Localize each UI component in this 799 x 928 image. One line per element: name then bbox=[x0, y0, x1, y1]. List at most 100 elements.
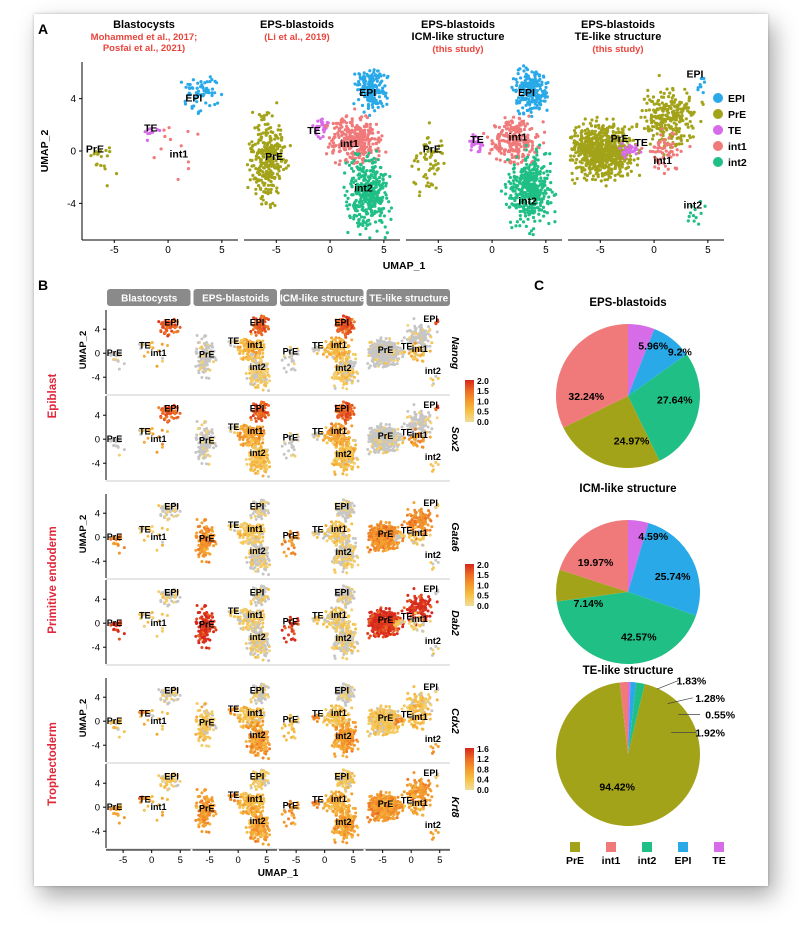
cell-point-PrE bbox=[591, 136, 596, 140]
cell-point-int2 bbox=[514, 224, 518, 228]
cell-point-int1 bbox=[494, 157, 499, 161]
cluster-label: int2 bbox=[683, 200, 702, 212]
cell-point-int2 bbox=[515, 175, 519, 179]
cell-point-PrE bbox=[668, 91, 672, 95]
cluster-label: PrE bbox=[611, 133, 629, 145]
cell-point-PrE bbox=[258, 150, 262, 154]
cell-point-int2 bbox=[536, 196, 540, 201]
cell-point-PrE bbox=[666, 95, 671, 99]
cell-point-PrE bbox=[577, 154, 581, 158]
cell-point-int1 bbox=[516, 151, 520, 155]
cell-point-int2 bbox=[554, 192, 558, 196]
cell-point-int1 bbox=[359, 118, 363, 122]
expression-point bbox=[249, 382, 253, 386]
cell-point-int1 bbox=[509, 119, 513, 123]
expression-point bbox=[241, 357, 245, 361]
cell-point-PrE bbox=[648, 98, 652, 102]
cell-point-EPI bbox=[529, 82, 533, 86]
cell-point-int2 bbox=[343, 171, 347, 175]
cell-point-int2 bbox=[346, 207, 350, 211]
cell-point-EPI bbox=[375, 79, 379, 83]
cell-point-int2 bbox=[512, 163, 516, 167]
cell-point-PrE bbox=[627, 158, 632, 162]
cell-point-int2 bbox=[518, 180, 522, 184]
cell-point-PrE bbox=[579, 142, 583, 146]
cell-point-int1 bbox=[363, 150, 368, 155]
expression-point bbox=[396, 359, 400, 363]
cell-point-EPI bbox=[538, 87, 543, 91]
expression-point bbox=[178, 325, 182, 329]
cell-point-EPI bbox=[353, 72, 357, 76]
expression-point bbox=[345, 382, 349, 386]
cell-point-EPI bbox=[210, 78, 214, 82]
cell-point-EPI bbox=[524, 66, 528, 70]
cell-point-PrE bbox=[660, 119, 665, 123]
cell-point-int1 bbox=[373, 137, 377, 141]
cell-point-PrE bbox=[677, 127, 682, 131]
expression-point bbox=[381, 358, 385, 362]
cell-point-EPI bbox=[376, 105, 380, 109]
cell-point-PrE bbox=[251, 173, 255, 177]
cluster-label: int2 bbox=[518, 196, 537, 208]
cell-point-PrE bbox=[607, 163, 611, 167]
cell-point-int1 bbox=[368, 122, 372, 126]
cell-point-PrE bbox=[247, 142, 251, 146]
cell-point-int2 bbox=[532, 155, 536, 159]
cell-point-PrE bbox=[264, 133, 268, 137]
cell-point-PrE bbox=[649, 117, 653, 121]
cell-point-int2 bbox=[533, 209, 537, 213]
cell-point-int2 bbox=[367, 159, 371, 163]
cell-point-PrE bbox=[275, 101, 279, 105]
cluster-label: int1 bbox=[340, 138, 359, 150]
cell-point-PrE bbox=[269, 169, 273, 173]
cell-point-PrE bbox=[613, 173, 617, 177]
expression-point bbox=[212, 360, 216, 364]
cell-point-EPI bbox=[188, 86, 192, 91]
cell-point-int1 bbox=[675, 148, 679, 152]
cell-point-int2 bbox=[524, 158, 528, 162]
cell-point-int2 bbox=[547, 221, 551, 226]
panel-a-title: EPS-blastoids bbox=[260, 19, 334, 31]
x-tick-label: 5 bbox=[543, 245, 549, 256]
expression-point bbox=[260, 333, 264, 337]
legend-swatch-int1 bbox=[713, 141, 723, 151]
cell-point-int1 bbox=[664, 149, 668, 153]
cluster-label: TE bbox=[470, 134, 483, 146]
cell-point-int2 bbox=[356, 221, 360, 225]
cluster-label: TE bbox=[312, 340, 324, 350]
cell-point-int1 bbox=[355, 126, 359, 130]
cell-point-int2 bbox=[380, 207, 384, 211]
cell-point-PrE bbox=[685, 91, 689, 95]
x-tick-label: 0 bbox=[327, 245, 333, 256]
cell-point-int2 bbox=[512, 166, 516, 170]
cell-point-PrE bbox=[436, 166, 440, 171]
cell-point-int2 bbox=[524, 148, 528, 152]
cell-point-PrE bbox=[597, 152, 601, 156]
expression-point bbox=[203, 334, 207, 338]
cell-point-EPI bbox=[203, 81, 207, 85]
cell-point-int2 bbox=[553, 220, 557, 224]
cell-point-int2 bbox=[530, 168, 534, 172]
cell-point-TE bbox=[630, 145, 634, 149]
cell-point-int1 bbox=[517, 126, 521, 131]
expression-point bbox=[195, 351, 199, 355]
cell-point-int2 bbox=[350, 176, 354, 181]
cell-point-PrE bbox=[428, 162, 433, 166]
cell-point-int2 bbox=[534, 171, 538, 175]
cell-point-int1 bbox=[384, 150, 388, 154]
cell-point-EPI bbox=[190, 86, 194, 90]
expression-point bbox=[245, 376, 249, 380]
cell-point-PrE bbox=[675, 142, 679, 146]
cell-point-PrE bbox=[574, 161, 578, 165]
cell-point-PrE bbox=[664, 127, 668, 131]
panel-a-title: Blastocysts bbox=[113, 19, 175, 31]
cell-point-int2 bbox=[511, 179, 515, 183]
cell-point-PrE bbox=[597, 148, 601, 153]
expression-point bbox=[393, 363, 397, 367]
cell-point-EPI bbox=[183, 99, 187, 103]
cell-point-EPI bbox=[210, 87, 215, 91]
cell-point-PrE bbox=[676, 103, 680, 107]
cell-point-PrE bbox=[643, 115, 647, 119]
cell-point-PrE bbox=[593, 125, 598, 129]
